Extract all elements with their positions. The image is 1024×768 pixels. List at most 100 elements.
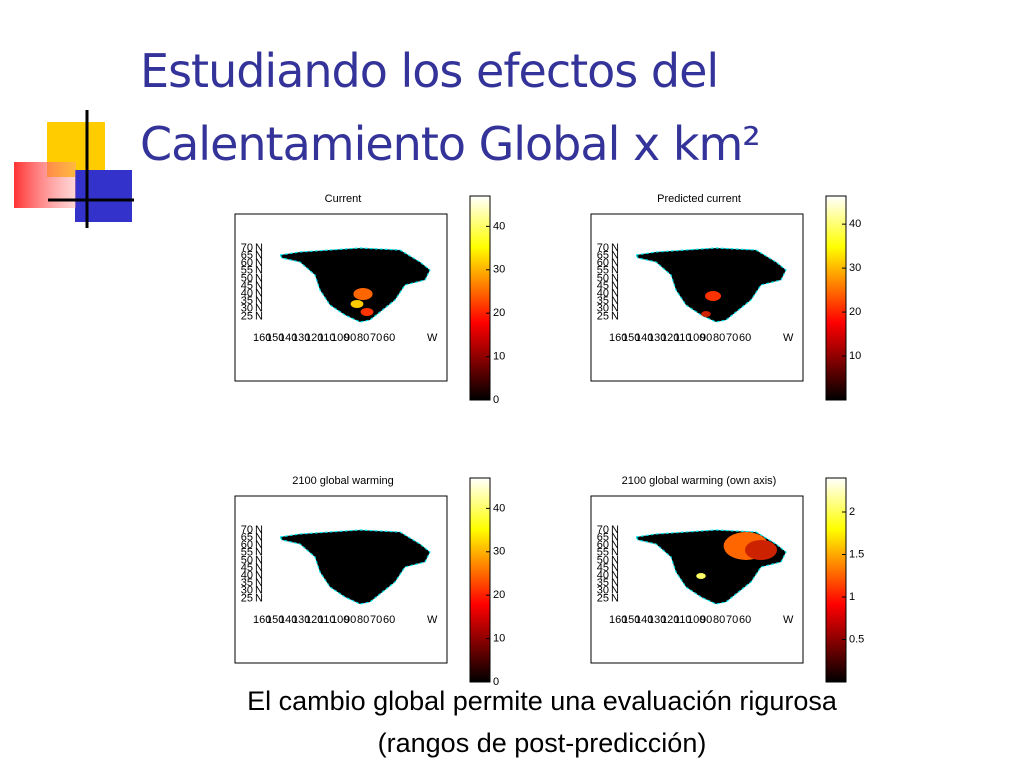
lon-label: 70: [370, 614, 382, 626]
lat-label: 40: [597, 288, 609, 300]
lon-label: 130: [648, 614, 666, 626]
lon-suffix: W: [427, 614, 438, 626]
lon-label: 90: [344, 614, 356, 626]
lat-label: 40: [597, 570, 609, 582]
decoration: [14, 110, 134, 228]
lat-suffix: N: [611, 592, 619, 604]
lat-label: 35: [597, 295, 609, 307]
colorbar-tick-label: 0: [493, 394, 499, 406]
lon-label: 90: [700, 332, 712, 344]
lat-label: 40: [241, 288, 253, 300]
lat-suffix: N: [255, 310, 263, 322]
lat-label: 55: [597, 265, 609, 277]
lat-label: 25: [241, 592, 253, 604]
lat-suffix: N: [255, 539, 263, 551]
colorbar-tick-label: 10: [493, 633, 505, 645]
lat-label: 65: [241, 532, 253, 544]
lat-suffix: N: [611, 303, 619, 315]
colorbar-tick-label: 20: [493, 589, 505, 601]
lat-suffix: N: [611, 310, 619, 322]
lat-label: 55: [241, 265, 253, 277]
lat-suffix: N: [611, 295, 619, 307]
lon-label: 110: [674, 332, 692, 344]
lat-suffix: N: [255, 265, 263, 277]
lon-label: 70: [726, 332, 738, 344]
lat-suffix: N: [255, 280, 263, 292]
lon-label: 160: [253, 614, 271, 626]
colorbar-tick-label: 30: [493, 264, 505, 276]
map-land: [634, 247, 787, 323]
lon-label: 140: [279, 332, 297, 344]
lat-suffix: N: [611, 288, 619, 300]
lon-label: 120: [305, 614, 323, 626]
lat-suffix: N: [611, 585, 619, 597]
lon-label: 80: [713, 614, 725, 626]
lat-suffix: N: [611, 250, 619, 262]
lat-label: 65: [597, 532, 609, 544]
lon-suffix: W: [783, 614, 794, 626]
lon-label: 150: [266, 614, 284, 626]
lat-suffix: N: [255, 562, 263, 574]
lat-label: 45: [597, 562, 609, 574]
lat-label: 25: [597, 592, 609, 604]
lat-label: 65: [241, 250, 253, 262]
lon-label: 140: [635, 332, 653, 344]
colorbar-tick-label: 30: [493, 546, 505, 558]
lon-label: 80: [713, 332, 725, 344]
panel-title: 2100 global warming (own axis): [622, 475, 777, 487]
deco-blue: [75, 170, 132, 222]
colorbar-tick-label: 20: [849, 306, 861, 318]
lat-label: 35: [597, 577, 609, 589]
lat-label: 45: [241, 280, 253, 292]
colorbar-tick-label: 40: [849, 218, 861, 230]
lon-label: 100: [331, 614, 349, 626]
colorbar-tick-label: 1: [849, 591, 855, 603]
lat-suffix: N: [611, 562, 619, 574]
lat-suffix: N: [255, 288, 263, 300]
colorbar: [825, 195, 847, 401]
lat-suffix: N: [255, 532, 263, 544]
colorbar-tick-label: 10: [493, 351, 505, 363]
lon-label: 150: [622, 332, 640, 344]
lat-label: 55: [597, 547, 609, 559]
lat-label: 35: [241, 577, 253, 589]
lat-label: 50: [597, 554, 609, 566]
title: Calentamiento Global x km²: [140, 117, 761, 171]
lon-label: 70: [726, 614, 738, 626]
map-hotspot: [696, 573, 706, 579]
lat-label: 35: [241, 295, 253, 307]
lat-suffix: N: [611, 577, 619, 589]
title: Estudiando los efectos del: [140, 44, 719, 98]
lat-label: 70: [597, 524, 609, 536]
lat-label: 45: [241, 562, 253, 574]
lat-suffix: N: [255, 272, 263, 284]
lon-label: 120: [661, 332, 679, 344]
lat-label: 40: [241, 570, 253, 582]
lon-label: 110: [318, 614, 336, 626]
lon-label: 130: [292, 614, 310, 626]
lat-suffix: N: [255, 303, 263, 315]
lat-suffix: N: [255, 547, 263, 559]
lat-label: 60: [241, 539, 253, 551]
colorbar-tick-label: 30: [849, 262, 861, 274]
lon-label: 140: [279, 614, 297, 626]
colorbar: [469, 195, 491, 401]
lat-label: 70: [241, 242, 253, 254]
map-hotspot: [360, 308, 374, 316]
lat-suffix: N: [255, 250, 263, 262]
lat-suffix: N: [611, 257, 619, 269]
colorbar-tick-label: 40: [493, 220, 505, 232]
lat-label: 25: [241, 310, 253, 322]
colorbar-tick-label: 40: [493, 502, 505, 514]
lat-label: 50: [241, 554, 253, 566]
lat-suffix: N: [611, 532, 619, 544]
map-land: [278, 247, 431, 323]
lat-suffix: N: [255, 257, 263, 269]
lat-label: 45: [597, 280, 609, 292]
lon-label: 150: [622, 614, 640, 626]
colorbar: [469, 477, 491, 683]
lon-label: 60: [383, 332, 395, 344]
lat-label: 30: [597, 585, 609, 597]
lat-label: 50: [241, 272, 253, 284]
map-hotspot: [705, 291, 721, 301]
